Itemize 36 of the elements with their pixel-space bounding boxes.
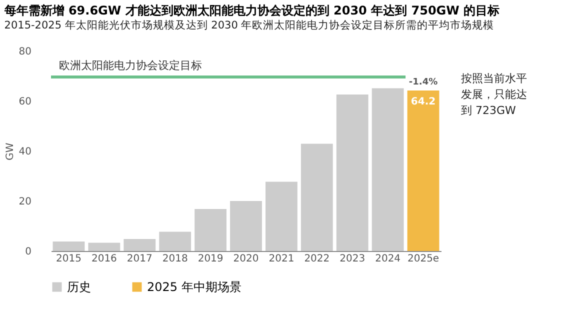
bar [300,144,333,251]
y-tick-label: 60 [18,96,32,108]
bar [88,242,120,251]
y-axis-title: GW [4,142,16,160]
bar [336,94,368,251]
bar [159,232,192,251]
x-tick-label: 2016 [91,254,117,264]
x-tick-label: 2020 [233,254,259,264]
legend-label: 历史 [67,280,91,294]
x-tick-label: 2025e [407,254,440,264]
ref-line-label: 欧洲太阳能电力协会设定目标 [59,59,202,72]
bar [52,242,85,251]
x-tick-label: 2023 [340,254,366,264]
y-tick-label: 80 [18,46,32,58]
annotation: -1.4% [408,77,438,88]
x-tick-label: 2015 [56,254,82,264]
legend-label: 2025 年中期场景 [147,280,242,294]
x-tick-label: 2024 [375,254,401,264]
chart-title: 每年需新增 69.6GW 才能达到欧洲太阳能电力协会设定的到 2030 年达到 750GW 的目标 [3,4,500,18]
x-tick-label: 2017 [126,254,152,264]
chart-subtitle: 2015-2025 年太阳能光伏市场规模及达到 2030 年欧洲太阳能电力协会设定目标所需的平均市场规模 [4,18,494,32]
x-tick-label: 2022 [304,254,330,264]
bar [230,201,262,251]
bar [266,182,298,251]
data-label: 64.2 [410,96,436,108]
bar [124,239,156,251]
x-tick-label: 2018 [162,254,188,264]
y-tick-label: 0 [25,246,32,258]
bar [407,90,440,251]
y-tick-label: 40 [18,146,32,158]
bar [194,209,226,251]
y-tick-label: 20 [18,196,32,208]
x-tick-label: 2021 [268,254,294,264]
text: 按照当前水平发展，只能达到 723GW [461,72,527,117]
x-tick-label: 2019 [198,254,224,264]
bar [372,88,404,251]
